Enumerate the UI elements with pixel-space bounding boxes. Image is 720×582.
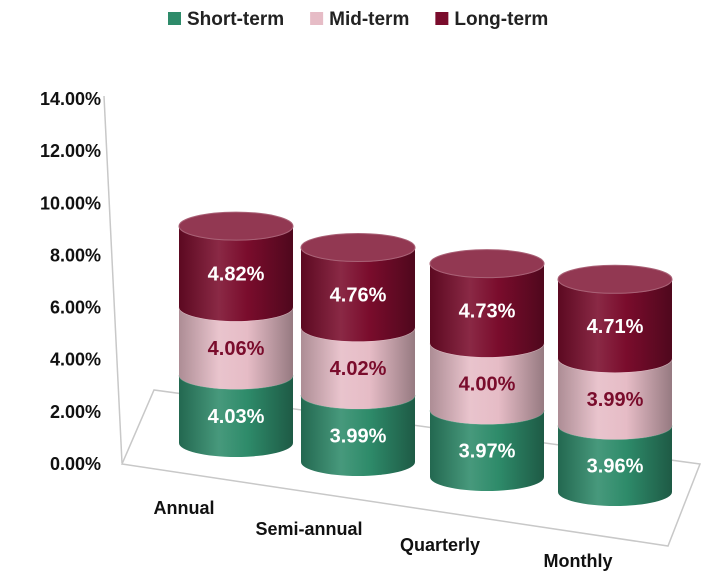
y-tick-label: 8.00% bbox=[50, 245, 101, 265]
y-tick-label: 0.00% bbox=[50, 454, 101, 474]
category-labels: Annual Semi-annual Quarterly Monthly bbox=[154, 498, 613, 571]
data-label: 4.06% bbox=[208, 338, 265, 360]
bar-segment-mid-term-2 bbox=[301, 327, 415, 409]
bar-top-cap-2 bbox=[300, 232, 416, 262]
bar-segment-long-term-2 bbox=[301, 247, 415, 342]
floor-plane bbox=[120, 389, 702, 547]
bars bbox=[178, 211, 673, 506]
bar-segment-mid-term-1 bbox=[179, 307, 293, 390]
data-label: 4.82% bbox=[208, 264, 265, 286]
data-label: 4.03% bbox=[208, 406, 265, 428]
bar-segment-long-term-4 bbox=[558, 279, 672, 373]
data-labels: 4.03% 4.06% 4.82% 3.99% 4.02% 4.76% 3.97% 4.00%… bbox=[208, 264, 644, 478]
y-tick-label: 6.00% bbox=[50, 298, 101, 318]
legend-label-2: Mid-term bbox=[329, 9, 409, 30]
y-tick-label: 10.00% bbox=[40, 193, 101, 213]
y-axis-line bbox=[103, 95, 123, 464]
bar-segment-short-term-2 bbox=[301, 394, 415, 476]
y-tick-label: 4.00% bbox=[50, 350, 101, 370]
data-label: 3.99% bbox=[330, 425, 387, 447]
bar-segment-mid-term-3 bbox=[430, 343, 544, 425]
bar-segment-short-term-1 bbox=[179, 375, 293, 457]
category-label-quarterly: Quarterly bbox=[400, 535, 480, 555]
data-label: 4.00% bbox=[459, 374, 516, 396]
y-tick-label: 14.00% bbox=[40, 89, 101, 109]
bar-segment-long-term-1 bbox=[179, 226, 293, 322]
y-tick-label: 2.00% bbox=[50, 402, 101, 422]
bar-segment-short-term-4 bbox=[558, 425, 672, 506]
bar-top-cap-4 bbox=[557, 264, 673, 294]
data-label: 3.99% bbox=[587, 389, 644, 411]
legend-label-3: Long-term bbox=[454, 9, 548, 30]
legend-label-1: Short-term bbox=[187, 9, 284, 30]
legend-swatch-2 bbox=[310, 12, 324, 25]
data-label: 3.97% bbox=[459, 441, 516, 463]
bar-segment-short-term-3 bbox=[430, 410, 544, 491]
legend: Short-term Mid-term Long-term bbox=[168, 9, 548, 30]
category-label-annual: Annual bbox=[154, 498, 215, 518]
bar-segment-long-term-3 bbox=[430, 263, 544, 358]
chart-floor bbox=[120, 389, 702, 547]
legend-swatch-3 bbox=[435, 12, 449, 25]
legend-swatch-1 bbox=[168, 12, 181, 25]
data-label: 4.76% bbox=[330, 284, 387, 306]
bar-top-cap-1 bbox=[178, 211, 294, 241]
category-label-monthly: Monthly bbox=[544, 551, 613, 571]
category-label-semi-annual: Semi-annual bbox=[255, 519, 362, 539]
data-label: 3.96% bbox=[587, 456, 644, 478]
data-label: 4.02% bbox=[330, 358, 387, 380]
bar-top-cap-3 bbox=[429, 249, 545, 279]
y-tick-label: 12.00% bbox=[40, 141, 101, 161]
data-label: 4.73% bbox=[459, 300, 516, 322]
bar-segment-mid-term-4 bbox=[558, 358, 672, 440]
y-axis: 0.00% 2.00% 4.00% 6.00% 8.00% 10.00% 12.00% 14.… bbox=[40, 89, 123, 474]
data-label: 4.71% bbox=[587, 316, 644, 338]
